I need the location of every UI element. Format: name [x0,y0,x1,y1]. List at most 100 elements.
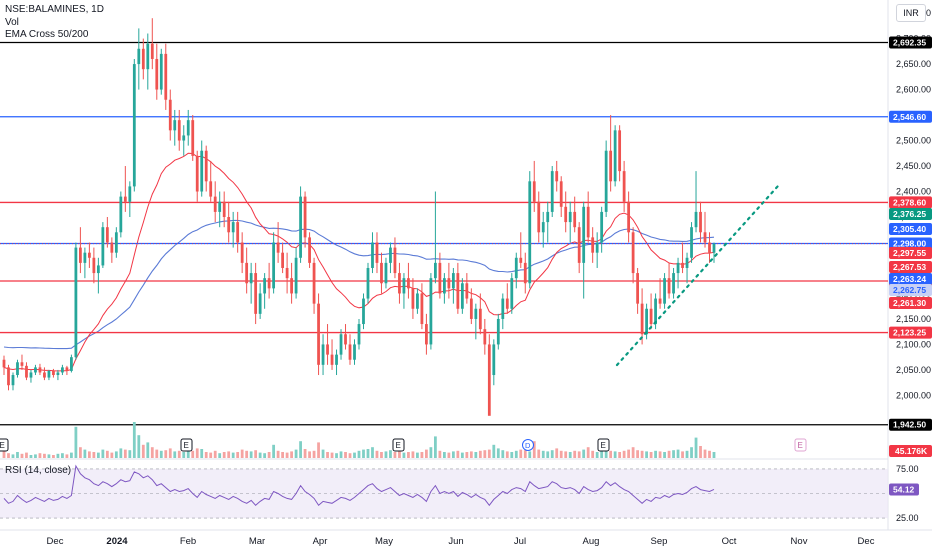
y-tick-label: 2,450.00 [896,161,931,171]
volume-bar [429,447,433,458]
candle [622,160,626,212]
candle [195,150,199,202]
candle [159,48,163,95]
volume-bar [240,449,244,458]
candle-body [299,196,302,258]
price-tag-label: 2,267.53 [893,262,926,272]
candle-body [690,227,693,258]
candle-body [43,372,46,378]
rsi-tag [889,483,919,496]
volume-bar [433,436,437,458]
volume-bar [483,450,487,458]
volume-bar [267,452,271,458]
candle-body [16,362,19,376]
candle [150,18,154,70]
candle [402,273,406,309]
trendline [615,184,780,367]
candle [177,109,181,151]
rsi-legend[interactable]: RSI (14, close) [5,465,72,476]
candle-body [654,298,657,325]
legend-ema[interactable]: EMA Cross 50/200 [5,29,89,40]
candle-body [240,242,244,263]
earnings-marker-label: E [184,441,189,450]
candle-body [483,329,487,345]
y-tick-label: 2,400.00 [896,187,931,197]
candle [371,232,374,274]
volume-bar [321,449,325,458]
candle-body [537,201,541,233]
volume-bar [330,452,334,458]
candle-body [258,293,262,314]
volume-bar [303,449,307,458]
volume-bar [600,451,604,458]
volume-bar [546,451,550,458]
candle-body [681,262,684,268]
candle-body [317,303,320,365]
candle [276,222,280,263]
candle [613,125,617,187]
candle [537,191,541,243]
candle [281,242,285,274]
candle-body [672,273,675,294]
earnings-marker [794,438,807,452]
candle [339,329,343,360]
y-tick-label: 2,650.00 [896,59,931,69]
legend-symbol[interactable]: NSE:BALAMINES, 1D [5,4,104,15]
price-tag [889,273,932,285]
volume-bar [708,450,711,458]
candle [478,293,482,335]
candle-body [164,53,168,100]
volume-bar [681,451,684,458]
candle-body [703,232,707,243]
legend-volume[interactable]: Vol [5,16,19,28]
candle-body [699,211,702,233]
volume-bar [195,448,199,458]
volume-bar [70,452,73,458]
volume-tag-label: 45.176K [895,446,928,456]
candle-body [389,247,392,263]
currency-button[interactable]: INR [896,4,926,22]
candle [267,262,271,299]
volume-bar [132,422,136,458]
candle-body [600,211,604,243]
candle-body [213,196,217,212]
level-tag-label: 2,123.25 [893,328,926,338]
candle [690,222,693,263]
candle [240,232,244,274]
candle [487,334,491,416]
candle-body [56,372,60,376]
candle [465,273,469,304]
volume-bar [177,450,181,458]
candle [550,166,554,217]
candle [222,191,226,228]
candle [591,227,595,263]
volume-bar [555,448,559,458]
earnings-marker-label: E [798,441,803,450]
volume-bar [155,449,159,458]
volume-bar [276,450,280,458]
volume-bar [213,450,217,458]
volume-bar [29,455,33,458]
candle-body [74,247,78,358]
candle [47,369,51,381]
volume-bar [7,453,10,458]
volume-bar [371,447,374,458]
candle-body [371,242,374,268]
candle-body [429,278,433,345]
candle-body [411,288,415,309]
candle [312,257,316,314]
volume-bar [622,450,626,458]
candle-body [362,298,365,325]
volume-bar [105,450,109,458]
candle [604,140,608,217]
candle [245,247,249,294]
candle [299,186,302,263]
volume-bar [609,450,613,458]
volume-bar [663,452,666,458]
candle [258,283,262,319]
volume-bar [159,450,163,458]
candle-body [308,237,311,263]
volume-bar [25,452,28,458]
candle-body [555,171,559,182]
